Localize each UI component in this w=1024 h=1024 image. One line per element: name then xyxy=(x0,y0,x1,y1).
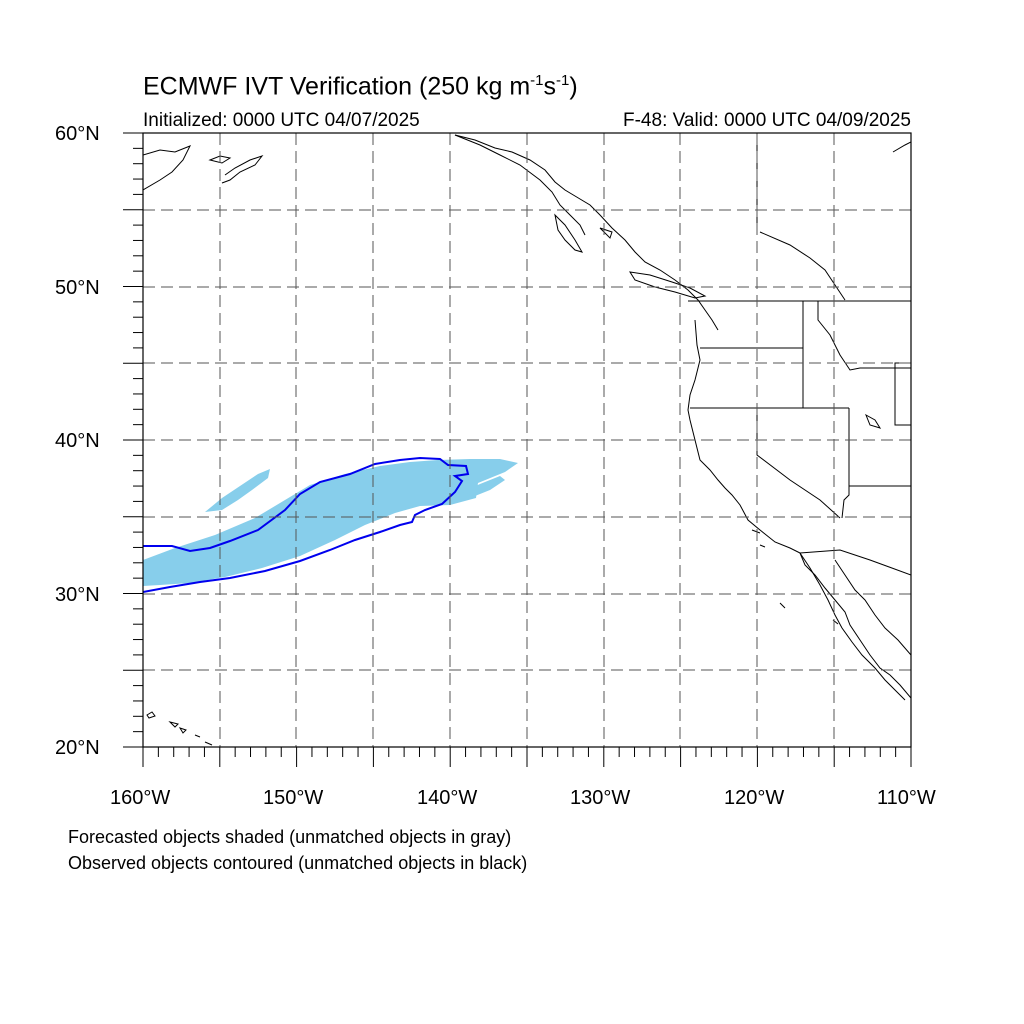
valid-time-label: F-48: Valid: 0000 UTC 04/09/2025 xyxy=(623,110,911,131)
lat-label-50: 50°N xyxy=(55,277,100,299)
map-title: ECMWF IVT Verification (250 kg m-1s-1) xyxy=(143,72,578,101)
initialized-label: Initialized: 0000 UTC 04/07/2025 xyxy=(143,110,420,131)
lon-label-120w: 120°W xyxy=(724,787,785,809)
map-grid xyxy=(143,133,911,747)
lat-label-40: 40°N xyxy=(55,430,100,452)
lon-label-130w: 130°W xyxy=(570,787,631,809)
lon-label-110w: 110°W xyxy=(877,787,936,809)
lon-label-140w: 140°W xyxy=(417,787,478,809)
lat-label-30: 30°N xyxy=(55,584,100,606)
lat-label-20: 20°N xyxy=(55,737,100,759)
axis-ticks xyxy=(123,132,912,767)
lon-label-150w: 150°W xyxy=(263,787,324,809)
forecast-object xyxy=(143,459,518,586)
lon-label-160w: 160°W xyxy=(110,787,171,809)
legend-observed-note: Observed objects contoured (unmatched ob… xyxy=(68,853,528,873)
legend-forecast-note: Forecasted objects shaded (unmatched obj… xyxy=(68,827,512,847)
observed-object-contour xyxy=(143,456,470,593)
lat-label-60: 60°N xyxy=(55,123,100,145)
